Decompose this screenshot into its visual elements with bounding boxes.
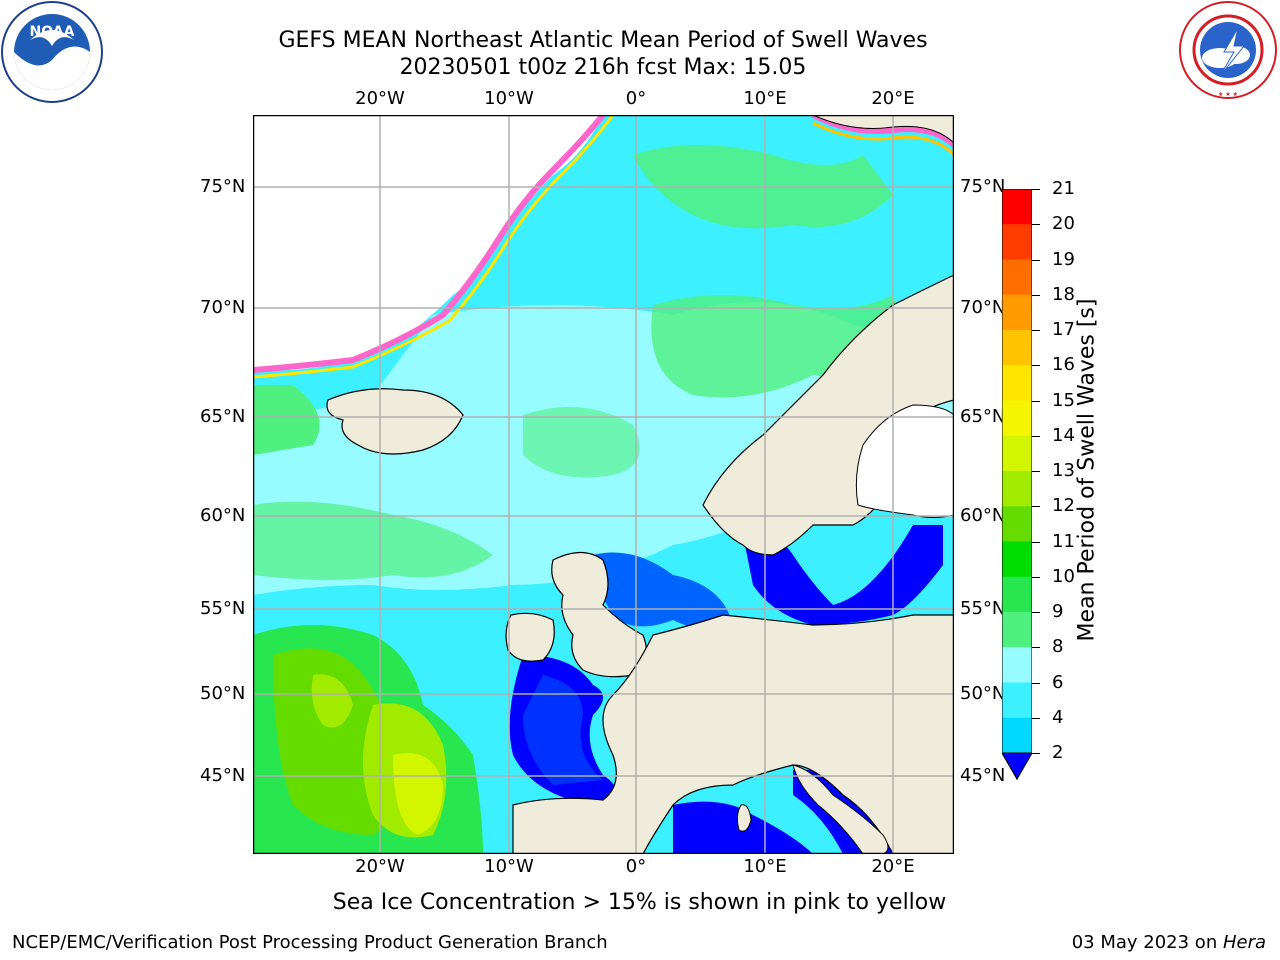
lat-label-left: 45°N: [200, 765, 246, 786]
lat-label-right: 70°N: [960, 297, 1006, 318]
sea-ice-edge: [253, 115, 606, 373]
colorbar-tick-mark: [1032, 612, 1040, 613]
swell-period-map: [252, 114, 955, 855]
lat-label-left: 50°N: [200, 683, 246, 704]
colorbar-segment: [1002, 224, 1032, 260]
continental-europe: [512, 614, 954, 854]
colorbar-under-extension: [1001, 752, 1033, 781]
colorbar-tick-label: 13: [1052, 460, 1075, 481]
colorbar-segment: [1002, 435, 1032, 472]
footer-host: Hera: [1222, 932, 1266, 953]
colorbar-tick-mark: [1032, 400, 1040, 402]
iceland: [326, 388, 464, 455]
footer-date: 03 May 2023 on Hera: [1072, 932, 1266, 953]
greenland-ice: [253, 115, 603, 370]
colorbar-segment: [1002, 400, 1032, 437]
ireland: [505, 612, 555, 662]
colorbar-tick-label: 15: [1052, 389, 1075, 411]
colorbar-label: Mean Period of Swell Waves [s]: [1074, 298, 1100, 642]
lat-label-right: 45°N: [960, 765, 1006, 786]
lat-label-left: 60°N: [200, 505, 246, 526]
lat-label-left: 55°N: [200, 598, 246, 619]
map-frame: [252, 114, 955, 855]
sea-ice-note: Sea Ice Concentration > 15% is shown in …: [332, 890, 947, 915]
colorbar-tick-label: 17: [1052, 319, 1075, 340]
colorbar-tick-mark: [1032, 471, 1040, 472]
colorbar-tick-mark: [1032, 224, 1040, 226]
colorbar-segment: [1002, 365, 1032, 401]
colorbar-tick-label: 19: [1052, 248, 1075, 270]
lat-label-left: 65°N: [200, 406, 246, 427]
colorbar-tick-label: 16: [1052, 354, 1075, 376]
chart-title-line2: 20230501 t00z 216h fcst Max: 15.05: [399, 55, 807, 80]
colorbar-tick-mark: [1032, 717, 1040, 719]
colorbar-tick-mark: [1032, 541, 1040, 543]
lat-label-right: 75°N: [960, 176, 1006, 197]
colorbar-tick-mark: [1032, 365, 1040, 367]
colorbar-tick-mark: [1032, 753, 1040, 754]
lon-label-bottom: 20°W: [355, 856, 405, 877]
colorbar-tick-label: 2: [1052, 742, 1064, 763]
colorbar-tick-label: 20: [1052, 213, 1075, 235]
colorbar-tick-label: 18: [1052, 283, 1075, 305]
colorbar-segment: [1002, 189, 1032, 225]
lat-label-right: 60°N: [960, 505, 1006, 526]
shade-2-4-northsea: [593, 552, 733, 629]
colorbar-tick-mark: [1032, 682, 1040, 684]
lon-label-bottom: 10°E: [743, 856, 787, 877]
svg-text:★ ★ ★: ★ ★ ★: [1218, 91, 1238, 98]
colorbar-segment: [1002, 506, 1032, 542]
chart-title-line1: GEFS MEAN Northeast Atlantic Mean Period…: [278, 28, 928, 53]
svg-text:NOAA: NOAA: [30, 24, 75, 40]
colorbar-segment: [1002, 330, 1032, 366]
lat-label-left: 70°N: [200, 297, 246, 318]
colorbar-tick-label: 4: [1052, 706, 1064, 728]
lon-label-bottom: 0°: [625, 856, 647, 877]
lon-label-top: 10°E: [743, 88, 787, 109]
colorbar-tick-label: 21: [1052, 178, 1075, 199]
lon-label-top: 20°W: [355, 88, 405, 109]
lat-label-right: 50°N: [960, 683, 1006, 704]
colorbar-segment: [1002, 471, 1032, 507]
noaa-logo: NOAA: [0, 0, 104, 104]
colorbar-tick-label: 9: [1052, 601, 1064, 622]
colorbar-segment: [1002, 294, 1032, 331]
colorbar-segment: [1002, 612, 1032, 648]
footer-credit: NCEP/EMC/Verification Post Processing Pr…: [12, 932, 608, 953]
colorbar-tick-label: 12: [1052, 495, 1075, 517]
colorbar-tick-mark: [1032, 435, 1040, 437]
colorbar-tick-label: 6: [1052, 671, 1064, 693]
colorbar-tick-mark: [1032, 576, 1040, 578]
colorbar-tick-mark: [1032, 330, 1040, 331]
colorbar-segment: [1002, 682, 1032, 719]
graticule: [253, 115, 954, 854]
colorbar-tick-mark: [1032, 647, 1040, 649]
lat-label-left: 75°N: [200, 176, 246, 197]
colorbar-tick-label: 10: [1052, 565, 1075, 587]
colorbar-segment: [1002, 541, 1032, 578]
colorbar-tick-mark: [1032, 259, 1040, 261]
lat-label-right: 55°N: [960, 598, 1006, 619]
lat-label-right: 65°N: [960, 406, 1006, 427]
lon-label-bottom: 10°W: [484, 856, 534, 877]
lon-label-top: 20°E: [871, 88, 915, 109]
colorbar-tick-label: 11: [1052, 530, 1075, 552]
colorbar-segment: [1002, 647, 1032, 683]
colorbar-tick-mark: [1032, 294, 1040, 296]
lon-label-bottom: 20°E: [871, 856, 915, 877]
colorbar-tick-label: 14: [1052, 424, 1075, 446]
nws-logo: ★ ★ ★: [1178, 0, 1280, 102]
colorbar-tick-mark: [1032, 189, 1040, 190]
colorbar: [1001, 188, 1033, 789]
colorbar-segment: [1002, 259, 1032, 296]
footer-date-text: 03 May 2023 on: [1071, 932, 1223, 953]
colorbar-segment: [1002, 717, 1032, 754]
colorbar-segment: [1002, 576, 1032, 613]
lon-label-top: 0°: [625, 88, 647, 109]
colorbar-tick-label: 8: [1052, 636, 1064, 658]
lon-label-top: 10°W: [484, 88, 534, 109]
colorbar-tick-mark: [1032, 506, 1040, 508]
